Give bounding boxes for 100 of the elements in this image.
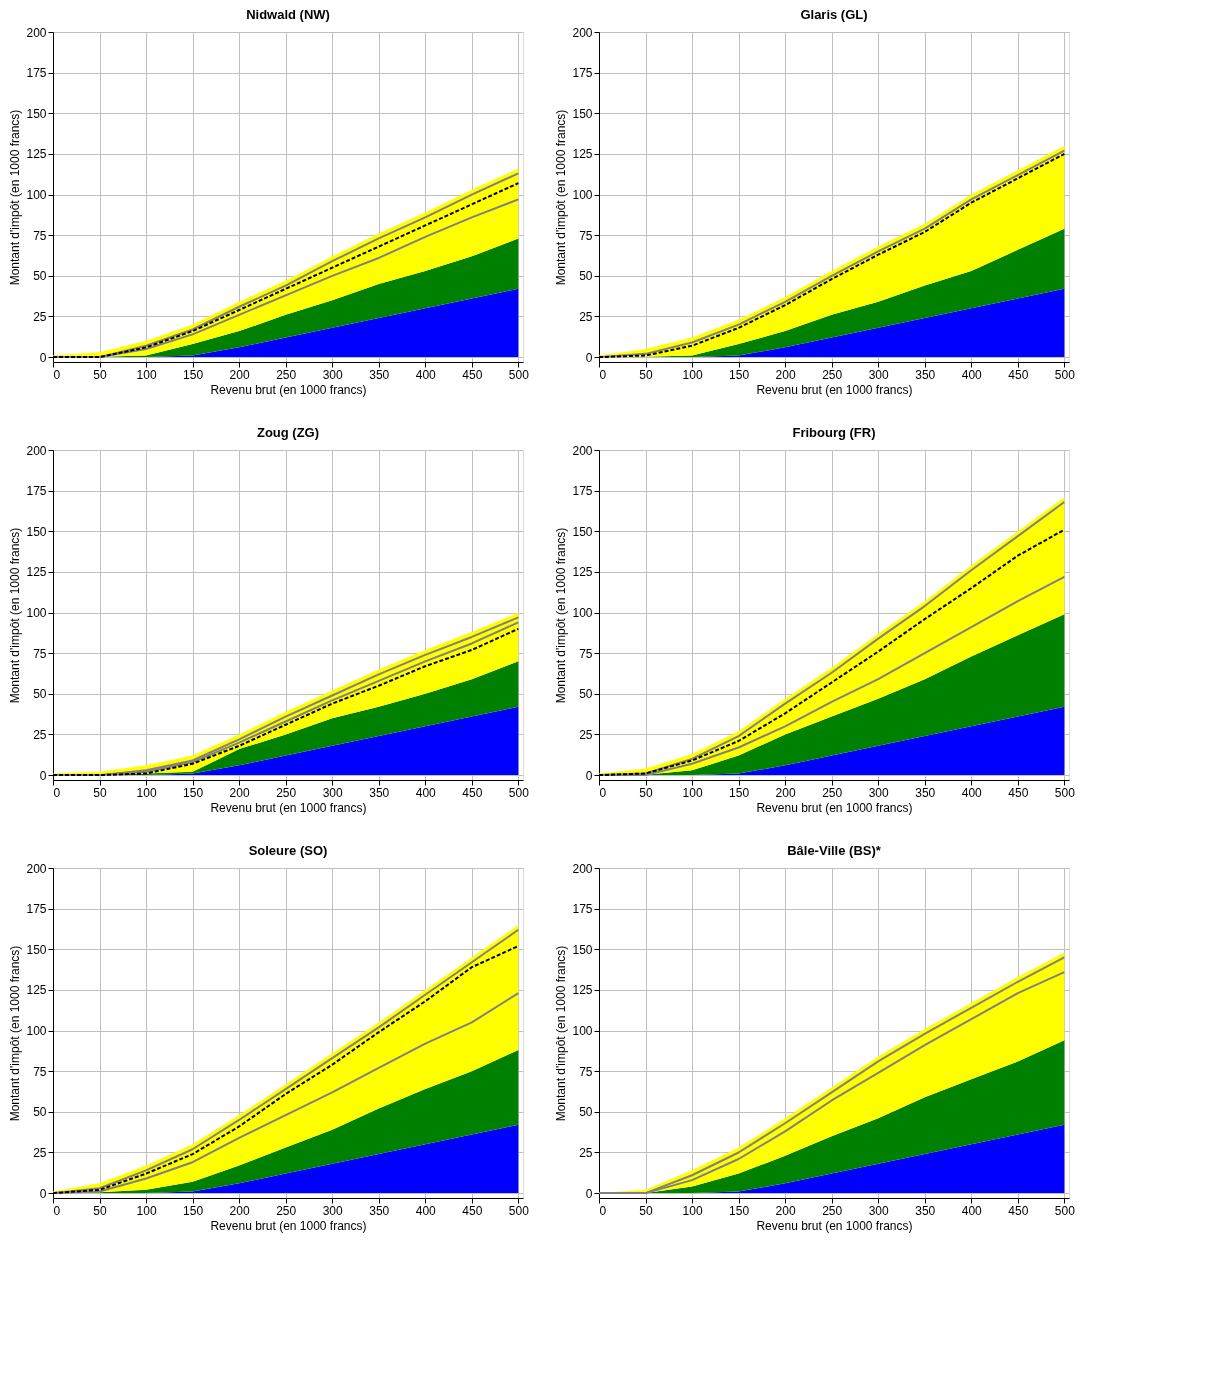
- x-tick-label: 200: [229, 1203, 250, 1218]
- x-tick-label: 0: [53, 785, 61, 800]
- y-tick-label: 75: [579, 228, 593, 243]
- x-tick-label: 500: [508, 367, 530, 382]
- x-tick-label: 350: [915, 785, 936, 800]
- x-tick-label: 100: [136, 1203, 157, 1218]
- x-tick-label: 150: [183, 1203, 204, 1218]
- x-axis-title: Revenu brut (en 1000 francs): [210, 1218, 367, 1233]
- x-tick-label: 250: [276, 1203, 297, 1218]
- y-tick-label: 175: [572, 66, 593, 81]
- x-tick-label: 200: [229, 785, 250, 800]
- x-tick-label: 250: [276, 367, 297, 382]
- y-tick-label: 125: [26, 147, 47, 162]
- y-tick-label: 25: [33, 309, 47, 324]
- x-tick-label: 250: [822, 1203, 843, 1218]
- chart-title: Nidwald (NW): [246, 7, 330, 22]
- x-tick-label: 50: [93, 367, 108, 382]
- y-tick-label: 50: [33, 1105, 47, 1120]
- x-tick-label: 500: [508, 1203, 530, 1218]
- x-tick-label: 500: [1054, 1203, 1076, 1218]
- x-tick-label: 400: [415, 367, 437, 382]
- x-tick-label: 400: [415, 785, 437, 800]
- y-tick-label: 175: [572, 902, 593, 917]
- chart-title: Glaris (GL): [800, 7, 868, 22]
- y-axis-title: Montant d'impôt (en 1000 francs): [554, 945, 569, 1122]
- x-tick-label: 400: [961, 367, 983, 382]
- y-axis-title: Montant d'impôt (en 1000 francs): [8, 945, 23, 1122]
- y-tick-label: 0: [585, 350, 593, 365]
- y-tick-label: 125: [26, 983, 47, 998]
- chart-title: Soleure (SO): [248, 843, 328, 858]
- x-tick-label: 150: [183, 367, 204, 382]
- y-tick-label: 100: [26, 1024, 47, 1039]
- y-tick-label: 50: [33, 687, 47, 702]
- y-tick-label: 100: [572, 188, 593, 203]
- y-tick-label: 150: [572, 524, 593, 539]
- y-tick-label: 25: [579, 1145, 593, 1160]
- x-tick-label: 400: [961, 1203, 983, 1218]
- x-tick-label: 350: [369, 367, 390, 382]
- x-tick-label: 0: [599, 1203, 607, 1218]
- y-tick-label: 25: [579, 309, 593, 324]
- x-tick-label: 450: [1008, 785, 1029, 800]
- y-axis-title: Montant d'impôt (en 1000 francs): [8, 109, 23, 286]
- x-tick-label: 300: [868, 785, 890, 800]
- x-tick-label: 50: [639, 367, 654, 382]
- x-tick-label: 300: [868, 367, 890, 382]
- x-axis-title: Revenu brut (en 1000 francs): [756, 382, 913, 397]
- chart-title: Zoug (ZG): [256, 425, 320, 440]
- x-tick-label: 450: [1008, 1203, 1029, 1218]
- x-tick-label: 150: [183, 785, 204, 800]
- chart-title: Fribourg (FR): [792, 425, 876, 440]
- x-tick-label: 400: [415, 1203, 437, 1218]
- x-tick-label: 200: [775, 1203, 796, 1218]
- y-tick-label: 200: [26, 861, 47, 876]
- x-tick-label: 350: [915, 367, 936, 382]
- y-tick-label: 125: [572, 565, 593, 580]
- x-tick-label: 100: [136, 785, 157, 800]
- x-tick-label: 350: [915, 1203, 936, 1218]
- x-tick-label: 250: [822, 785, 843, 800]
- x-tick-label: 300: [868, 1203, 890, 1218]
- y-tick-label: 200: [572, 443, 593, 458]
- x-tick-label: 0: [599, 367, 607, 382]
- x-tick-label: 250: [276, 785, 297, 800]
- x-tick-label: 100: [136, 367, 157, 382]
- y-axis-title: Montant d'impôt (en 1000 francs): [554, 527, 569, 704]
- y-tick-label: 75: [33, 1064, 47, 1079]
- x-tick-label: 50: [93, 1203, 108, 1218]
- x-tick-label: 450: [462, 1203, 483, 1218]
- y-tick-label: 75: [33, 646, 47, 661]
- y-tick-label: 200: [26, 443, 47, 458]
- y-tick-label: 0: [39, 1186, 47, 1201]
- y-tick-label: 50: [579, 687, 593, 702]
- y-tick-label: 175: [26, 66, 47, 81]
- y-tick-label: 75: [33, 228, 47, 243]
- x-tick-label: 150: [729, 785, 750, 800]
- x-tick-label: 0: [599, 785, 607, 800]
- y-tick-label: 0: [39, 768, 47, 783]
- y-tick-label: 150: [26, 524, 47, 539]
- x-tick-label: 100: [682, 367, 703, 382]
- x-tick-label: 500: [1054, 367, 1076, 382]
- x-tick-label: 50: [639, 785, 654, 800]
- y-tick-label: 200: [572, 861, 593, 876]
- x-tick-label: 50: [639, 1203, 654, 1218]
- y-tick-label: 0: [39, 350, 47, 365]
- x-tick-label: 300: [322, 367, 344, 382]
- x-tick-label: 450: [462, 367, 483, 382]
- y-tick-label: 75: [579, 1064, 593, 1079]
- y-tick-label: 25: [579, 727, 593, 742]
- y-tick-label: 125: [572, 983, 593, 998]
- x-tick-label: 100: [682, 1203, 703, 1218]
- x-tick-label: 350: [369, 785, 390, 800]
- y-tick-label: 25: [33, 1145, 47, 1160]
- x-tick-label: 150: [729, 1203, 750, 1218]
- y-axis-title: Montant d'impôt (en 1000 francs): [554, 109, 569, 286]
- y-tick-label: 200: [572, 25, 593, 40]
- y-tick-label: 175: [26, 902, 47, 917]
- y-tick-label: 175: [572, 484, 593, 499]
- y-tick-label: 200: [26, 25, 47, 40]
- y-tick-label: 175: [26, 484, 47, 499]
- y-tick-label: 125: [572, 147, 593, 162]
- x-tick-label: 350: [369, 1203, 390, 1218]
